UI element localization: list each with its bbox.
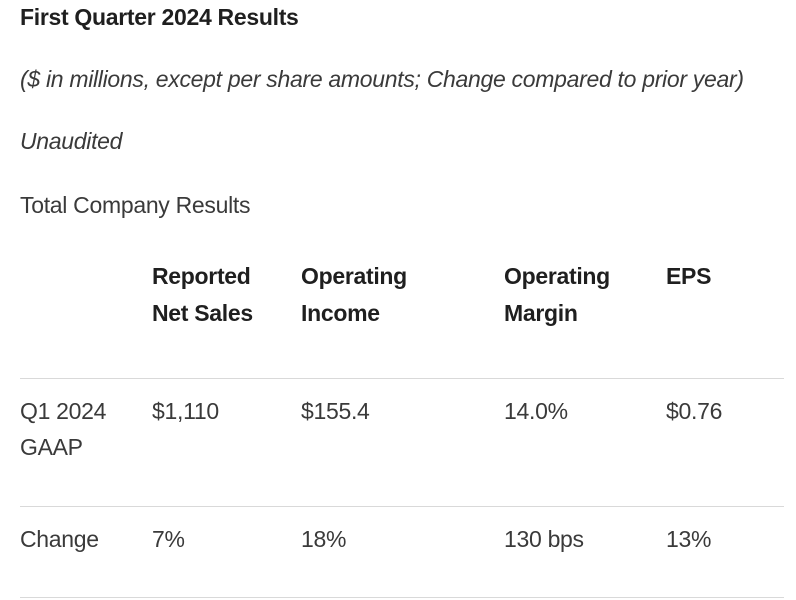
row-label: Change [20, 506, 152, 598]
cell-eps: 13% [666, 506, 784, 598]
cell-operating-margin: 130 bps [504, 506, 666, 598]
cell-reported-net-sales: 7% [152, 506, 301, 598]
row-label: Q1 2024 GAAP [20, 378, 152, 507]
header-operating-margin: Operating Margin [504, 258, 666, 379]
header-eps: EPS [666, 258, 784, 379]
header-row-label [20, 258, 152, 379]
cell-operating-income: 18% [301, 506, 504, 598]
section-heading: Total Company Results [20, 192, 251, 218]
cell-eps: $0.76 [666, 378, 784, 507]
page-title: First Quarter 2024 Results [20, 4, 299, 30]
cell-operating-income: $155.4 [301, 378, 504, 507]
table-header-row: Reported Net Sales Operating Income Oper… [20, 258, 784, 379]
results-table: Reported Net Sales Operating Income Oper… [20, 258, 784, 598]
page-subtitle: ($ in millions, except per share amounts… [20, 66, 744, 92]
cell-operating-margin: 14.0% [504, 378, 666, 507]
cell-reported-net-sales: $1,110 [152, 378, 301, 507]
header-operating-income: Operating Income [301, 258, 504, 379]
table-row: Change 7% 18% 130 bps 13% [20, 506, 784, 598]
table-row: Q1 2024 GAAP $1,110 $155.4 14.0% $0.76 [20, 378, 784, 507]
unaudited-note: Unaudited [20, 128, 123, 154]
header-reported-net-sales: Reported Net Sales [152, 258, 301, 379]
